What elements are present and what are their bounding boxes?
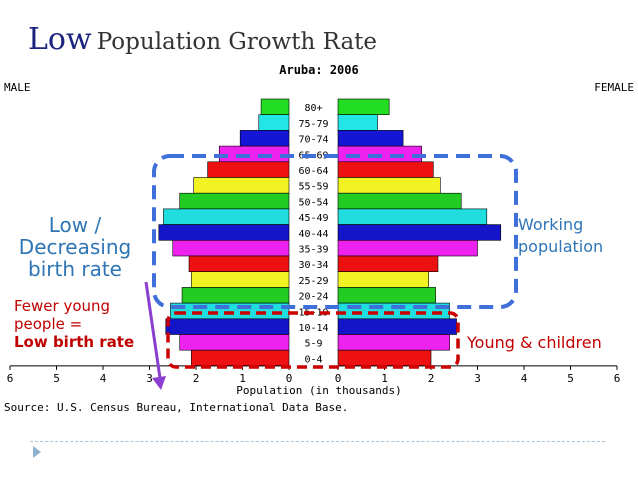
left-red-annotation: Fewer young people = Low birth rate [14, 297, 135, 351]
age-label-80+: 80+ [304, 103, 322, 114]
male-bar-20-24 [181, 287, 290, 304]
female-bar-20-24 [337, 287, 436, 304]
male-bar-65-69 [218, 145, 290, 163]
male-bar-5-9 [179, 334, 290, 351]
title-low-word: Low [28, 22, 92, 57]
x-tick-label-5: 1 [239, 372, 246, 385]
male-bar-25-29 [191, 271, 290, 288]
x-tick-label-6: 0 [286, 372, 293, 385]
bars-group [158, 98, 502, 367]
age-label-45-49: 45-49 [298, 213, 328, 224]
x-tick-label-8: 1 [381, 372, 388, 385]
source-note: Source: U.S. Census Bureau, Internationa… [4, 401, 348, 414]
x-tick-label-9: 2 [428, 372, 435, 385]
left-blue-annotation: Low / Decreasing birth rate [10, 214, 140, 280]
title-rest: Population Growth Rate [96, 29, 378, 55]
x-tick-label-12: 5 [567, 372, 574, 385]
male-bar-80+ [260, 98, 290, 115]
left-red-line2: people = [14, 315, 83, 333]
right-blue-annotation: Working population [518, 214, 604, 258]
female-bar-25-29 [337, 271, 429, 288]
female-bar-45-49 [337, 208, 488, 225]
x-tick-label-1: 5 [53, 372, 60, 385]
male-bar-60-64 [207, 161, 290, 178]
age-label-50-54: 50-54 [298, 197, 328, 208]
male-bar-40-44 [158, 224, 290, 241]
female-bar-70-74 [337, 130, 404, 147]
left-blue-line1: Low / [48, 213, 102, 237]
age-label-60-64: 60-64 [298, 166, 328, 177]
male-bar-50-54 [179, 192, 290, 210]
age-label-30-34: 30-34 [298, 260, 328, 271]
male-bar-45-49 [163, 208, 290, 225]
female-bar-35-39 [337, 240, 478, 257]
female-bar-80+ [337, 98, 390, 115]
male-bar-30-34 [188, 255, 290, 272]
age-label-40-44: 40-44 [298, 229, 328, 240]
age-label-55-59: 55-59 [298, 182, 328, 193]
purple-arrow-line [144, 281, 162, 379]
female-bar-0-4 [337, 349, 432, 367]
male-bar-35-39 [172, 240, 290, 257]
age-label-35-39: 35-39 [298, 245, 328, 256]
chart-title: Aruba: 2006 [279, 63, 358, 77]
female-bar-75-79 [337, 114, 378, 131]
age-label-25-29: 25-29 [298, 276, 328, 287]
x-tick-label-3: 3 [146, 372, 153, 385]
female-label: FEMALE [594, 81, 634, 94]
female-bar-65-69 [337, 145, 422, 163]
age-label-70-74: 70-74 [298, 135, 328, 146]
age-label-0-4: 0-4 [304, 354, 322, 365]
female-bar-30-34 [337, 255, 439, 272]
footer-divider [30, 441, 605, 442]
female-bar-50-54 [337, 192, 462, 210]
purple-arrow-head [152, 376, 166, 390]
left-red-line3: Low birth rate [14, 333, 135, 351]
right-red-annotation: Young & children [467, 333, 602, 352]
left-red-line1: Fewer young [14, 297, 111, 315]
bullet-triangle-icon [33, 446, 41, 458]
x-tick-label-13: 6 [614, 372, 621, 385]
age-label-75-79: 75-79 [298, 119, 328, 130]
age-label-5-9: 5-9 [304, 339, 322, 350]
x-tick-label-10: 3 [474, 372, 481, 385]
male-label: MALE [4, 81, 31, 94]
female-bar-5-9 [337, 334, 450, 351]
working-population-box [152, 154, 518, 309]
x-axis-label: Population (in thousands) [236, 384, 402, 397]
right-blue-line1: Working [518, 215, 584, 234]
age-labels-group: 80+75-7970-7465-6960-6455-5950-5445-4940… [298, 103, 328, 365]
left-blue-line3: birth rate [28, 257, 122, 281]
x-tick-label-2: 4 [100, 372, 107, 385]
female-bar-10-14 [337, 318, 457, 335]
female-bar-55-59 [337, 177, 441, 194]
right-blue-line2: population [518, 237, 604, 256]
x-tick-label-7: 0 [335, 372, 342, 385]
x-tick-label-11: 4 [521, 372, 528, 385]
male-bar-75-79 [258, 114, 290, 131]
x-tick-label-0: 6 [7, 372, 14, 385]
young-children-box [166, 311, 460, 369]
male-bar-55-59 [193, 177, 290, 194]
female-bar-40-44 [337, 224, 502, 241]
male-bar-70-74 [239, 130, 290, 147]
x-tick-label-4: 2 [193, 372, 200, 385]
male-bar-10-14 [165, 318, 290, 335]
age-label-20-24: 20-24 [298, 292, 328, 303]
male-bar-0-4 [191, 349, 290, 367]
female-bar-60-64 [337, 161, 434, 178]
age-label-10-14: 10-14 [298, 323, 328, 334]
left-blue-line2: Decreasing [18, 235, 132, 259]
slide-title: Low Population Growth Rate [28, 22, 377, 57]
population-pyramid-chart: Aruba: 2006 MALE FEMALE 80+ 75-79 70-74 6 5-… [4, 63, 634, 414]
